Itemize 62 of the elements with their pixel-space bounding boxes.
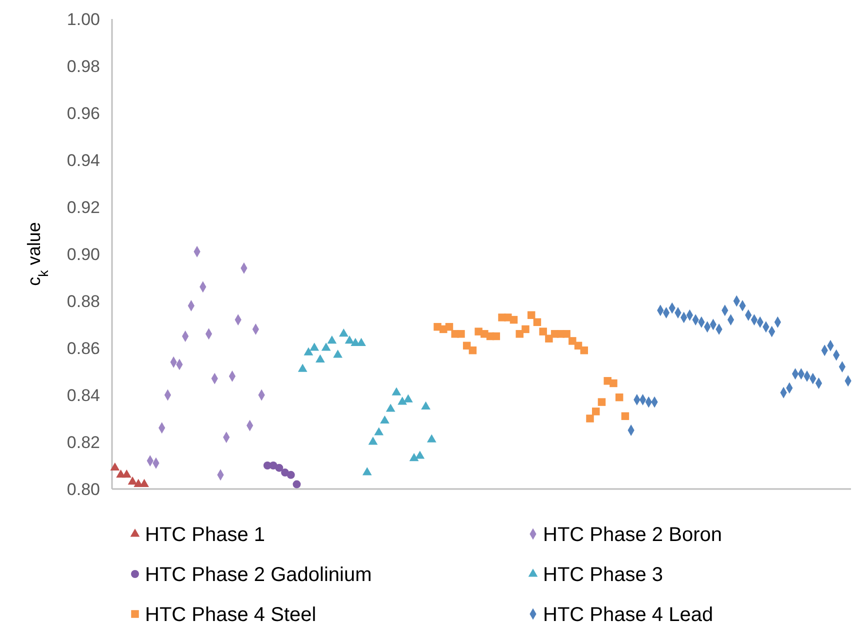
point [128, 476, 138, 485]
point [298, 364, 308, 372]
point [568, 337, 576, 345]
y-tick-label: 0.86 [66, 338, 100, 358]
point [374, 427, 384, 436]
point [292, 480, 301, 488]
point [598, 398, 606, 406]
point [368, 436, 378, 445]
point [333, 350, 342, 358]
point [580, 346, 588, 354]
legend-label: HTC Phase 3 [543, 564, 664, 586]
y-tick-label: 1.00 [66, 10, 100, 29]
y-tick-label: 0.96 [66, 104, 100, 123]
legend-label: HTC Phase 4 Lead [543, 604, 714, 626]
point [362, 467, 372, 476]
point [110, 462, 120, 471]
point [398, 396, 408, 405]
point [516, 330, 524, 338]
point [344, 336, 354, 344]
point [592, 408, 600, 416]
y-tick-label: 0.80 [66, 480, 100, 499]
point [316, 354, 325, 362]
point [510, 316, 518, 324]
y-tick-label: 0.94 [66, 150, 100, 170]
point [338, 328, 348, 337]
point [522, 325, 530, 334]
legend-label: HTC Phase 4 Steel [145, 604, 316, 626]
legend-label: HTC Phase 2 Gadolinium [145, 564, 372, 586]
y-tick-label: 0.98 [66, 56, 100, 76]
point [321, 342, 331, 351]
point [492, 332, 500, 340]
point [286, 470, 295, 479]
y-tick-label: 0.84 [66, 386, 100, 405]
point [533, 318, 542, 326]
point [615, 393, 624, 402]
legend-label: HTC Phase 2 Boron [543, 524, 722, 546]
point [310, 342, 320, 351]
point [468, 346, 477, 354]
point [380, 415, 390, 424]
point [527, 311, 536, 319]
point [621, 412, 630, 420]
point [421, 401, 430, 410]
point [426, 434, 436, 442]
point [404, 394, 413, 402]
point [327, 336, 337, 344]
point [392, 387, 402, 396]
point [275, 464, 284, 472]
y-tick-label: 0.88 [66, 292, 100, 311]
y-tick-label: 0.90 [66, 244, 100, 264]
point [457, 330, 465, 338]
point [304, 347, 314, 356]
point [386, 404, 396, 412]
point [562, 330, 570, 338]
point [539, 328, 547, 336]
y-tick-label: 0.82 [66, 432, 100, 452]
point [415, 450, 425, 459]
point [610, 379, 618, 388]
legend-label: HTC Phase 1 [145, 524, 266, 546]
point [122, 469, 132, 478]
point [445, 322, 454, 331]
point [586, 414, 594, 422]
y-tick-label: 0.92 [66, 198, 100, 217]
